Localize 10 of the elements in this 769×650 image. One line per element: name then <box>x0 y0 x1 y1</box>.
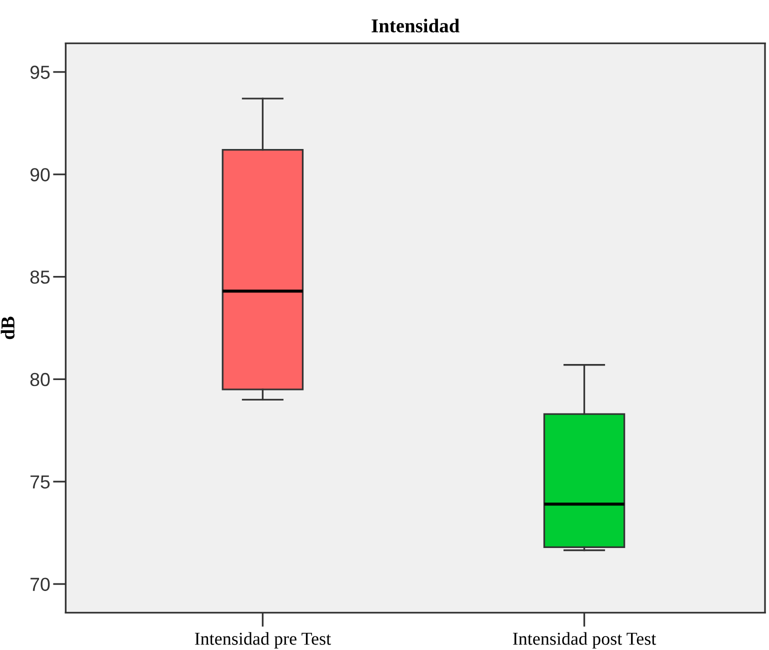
y-axis-title: dB <box>0 316 15 340</box>
y-tick-label: 75 <box>30 476 50 489</box>
y-tick-label: 70 <box>30 578 50 592</box>
y-tick-label: 85 <box>30 270 50 284</box>
y-tick-label: 90 <box>30 168 50 182</box>
x-tick-label: Intensidad pre Test <box>194 632 331 649</box>
x-tick-label: Intensidad post Test <box>513 632 656 649</box>
y-tick-label: 80 <box>30 372 50 386</box>
y-tick-label: 95 <box>30 66 50 79</box>
chart-title: Intensidad <box>372 18 460 32</box>
